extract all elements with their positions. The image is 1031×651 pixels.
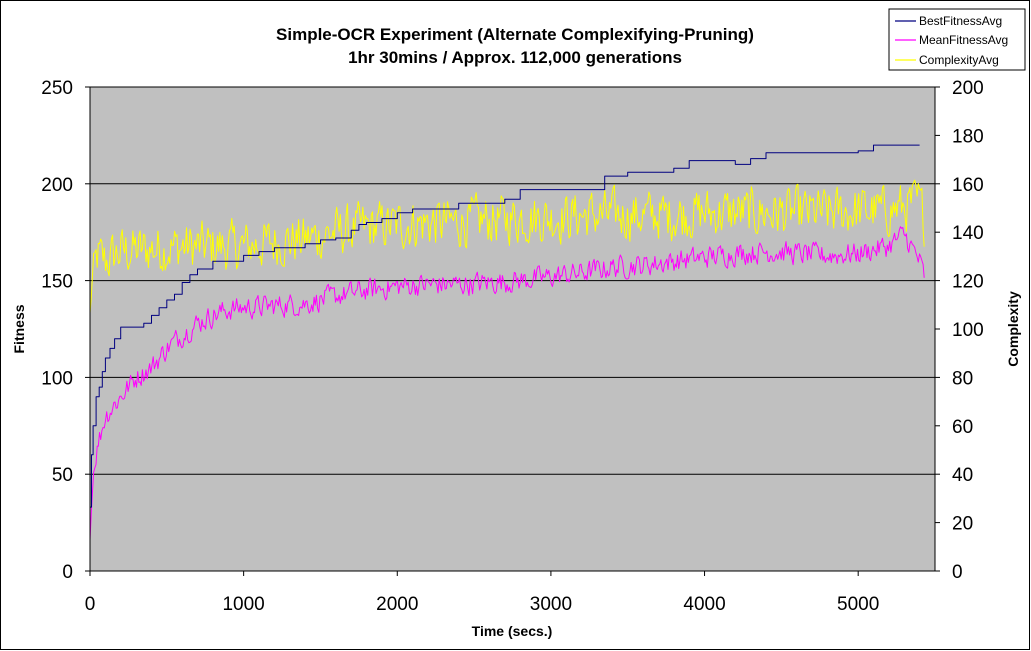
y2-tick-label: 0 [952, 562, 963, 583]
plot-area [89, 86, 936, 572]
x-tick-label: 4000 [683, 594, 725, 615]
chart-title: Simple-OCR Experiment (Alternate Complex… [276, 25, 754, 44]
y2-tick-label: 60 [952, 417, 973, 438]
legend-label-complexity: ComplexityAvg [919, 53, 999, 67]
y-tick-label: 150 [41, 272, 73, 293]
x-tick-label: 3000 [530, 594, 572, 615]
legend: BestFitnessAvg MeanFitnessAvg Complexity… [888, 8, 1026, 71]
y-tick-label: 200 [41, 175, 73, 196]
y-axis-ticks: 0 50 100 150 200 250 [41, 78, 90, 583]
y2-tick-label: 120 [952, 272, 984, 293]
series-line-MeanFitnessAvg [89, 226, 925, 541]
y2-tick-label: 20 [952, 514, 973, 535]
series-line-ComplexityAvg [89, 179, 925, 314]
legend-label-best-fitness: BestFitnessAvg [919, 14, 1002, 28]
gridlines [90, 86, 935, 475]
y2-tick-label: 40 [952, 465, 973, 486]
series-line-BestFitnessAvg [90, 144, 920, 508]
x-axis-label: Time (secs.) [472, 623, 553, 639]
x-tick-label: 2000 [376, 594, 418, 615]
y-axis-label: Fitness [11, 304, 27, 353]
legend-label-mean-fitness: MeanFitnessAvg [919, 33, 1008, 47]
y-tick-label: 250 [41, 78, 73, 99]
y2-axis-ticks: 0 20 40 60 80 100 120 140 160 180 200 [935, 78, 984, 583]
y-tick-label: 0 [62, 562, 73, 583]
y2-tick-label: 140 [952, 223, 984, 244]
chart-subtitle: 1hr 30mins / Approx. 112,000 generations [348, 48, 682, 67]
y2-axis-label: Complexity [1005, 291, 1021, 367]
x-tick-label: 1000 [222, 594, 264, 615]
y2-tick-label: 200 [952, 78, 984, 99]
y2-tick-label: 100 [952, 320, 984, 341]
series-layer [89, 144, 925, 541]
y2-tick-label: 80 [952, 368, 973, 389]
y-tick-label: 50 [52, 465, 73, 486]
y-tick-label: 100 [41, 368, 73, 389]
y2-tick-label: 160 [952, 175, 984, 196]
x-tick-label: 0 [85, 594, 96, 615]
x-axis-ticks: 0 1000 2000 3000 4000 5000 [85, 571, 879, 615]
y2-tick-label: 180 [952, 126, 984, 147]
x-tick-label: 5000 [837, 594, 879, 615]
